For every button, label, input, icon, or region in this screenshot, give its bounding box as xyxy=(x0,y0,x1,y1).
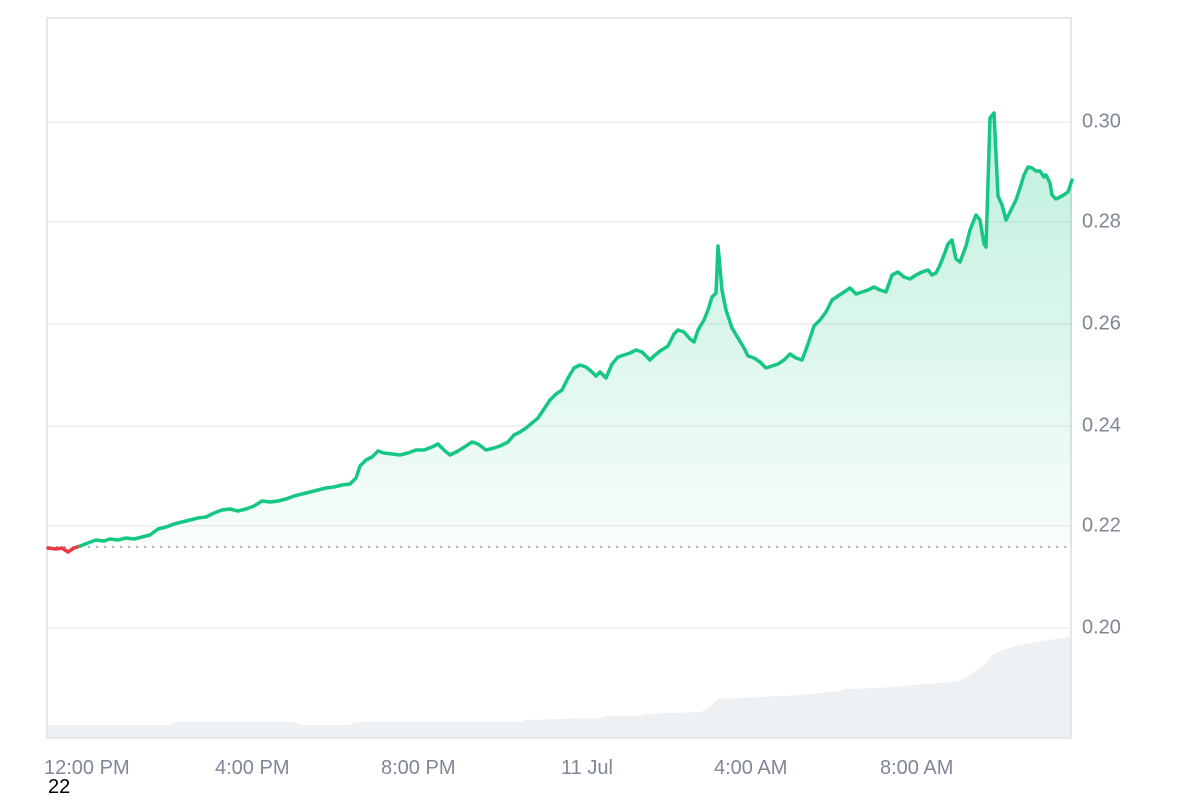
y-tick-label: 0.30 xyxy=(1082,110,1121,133)
x-tick-label: 4:00 AM xyxy=(714,757,788,779)
y-tick-label: 0.22 xyxy=(1082,514,1121,537)
y-tick-label: 0.24 xyxy=(1082,414,1121,437)
x-tick-label: 12:00 PM xyxy=(44,757,130,779)
x-tick-label: 8:00 PM xyxy=(381,757,456,779)
x-tick-label: 4:00 PM xyxy=(215,757,290,779)
corner-label: 22 xyxy=(48,776,71,798)
y-tick-label: 0.26 xyxy=(1082,312,1121,335)
x-tick-label: 8:00 AM xyxy=(880,757,954,779)
price-line xyxy=(78,111,1074,548)
price-line-below-baseline xyxy=(46,544,82,554)
price-area-fill xyxy=(80,113,1072,547)
y-tick-label: 0.20 xyxy=(1082,616,1121,639)
x-tick-label: 11 Jul xyxy=(561,757,613,779)
volume-bars xyxy=(48,636,1072,737)
y-tick-label: 0.28 xyxy=(1082,210,1121,233)
